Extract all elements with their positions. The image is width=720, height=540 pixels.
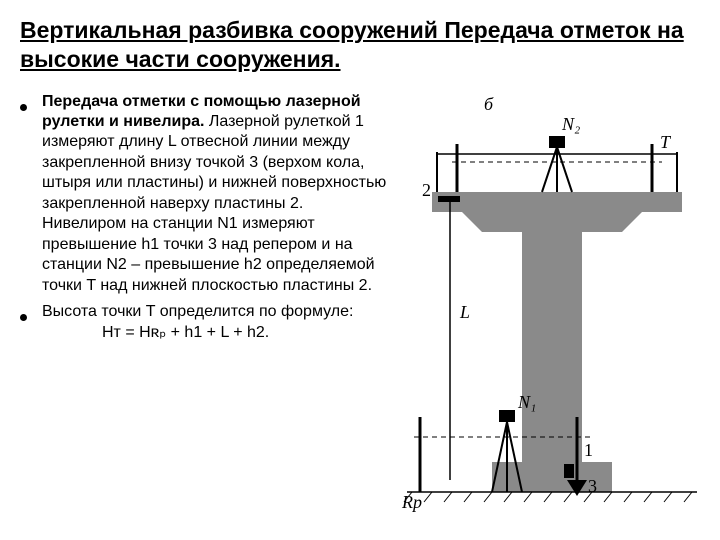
label-b: б xyxy=(484,94,493,115)
label-l: L xyxy=(460,302,470,323)
label-t: T xyxy=(660,132,670,153)
page-title: Вертикальная разбивка сооружений Передач… xyxy=(20,16,700,74)
list-item: Передача отметки с помощью лазерной руле… xyxy=(20,92,390,297)
diagram: б N₂ T 2 L N₁ 1 3 Rp xyxy=(402,92,700,522)
label-3: 3 xyxy=(588,476,597,497)
bullet-icon xyxy=(20,92,42,297)
label-n1: N₁ xyxy=(518,392,536,413)
bullet-rest: Лазерной рулеткой 1 измеряют длину L отв… xyxy=(42,113,386,294)
bullet-text-2: Высота точки T определится по формуле: H… xyxy=(42,302,353,343)
label-rp: Rp xyxy=(402,492,422,513)
diagram-svg xyxy=(402,92,702,522)
label-1: 1 xyxy=(584,440,593,461)
content-row: Передача отметки с помощью лазерной руле… xyxy=(20,92,700,522)
bullet-text-1: Передача отметки с помощью лазерной руле… xyxy=(42,92,390,297)
list-item: Высота точки T определится по формуле: H… xyxy=(20,302,390,343)
label-n2: N₂ xyxy=(562,114,580,135)
bullet-icon xyxy=(20,302,42,343)
label-2: 2 xyxy=(422,180,431,201)
text-column: Передача отметки с помощью лазерной руле… xyxy=(20,92,390,522)
formula: Hᴛ = Hʀₚ + h1 + L + h2. xyxy=(42,323,353,343)
